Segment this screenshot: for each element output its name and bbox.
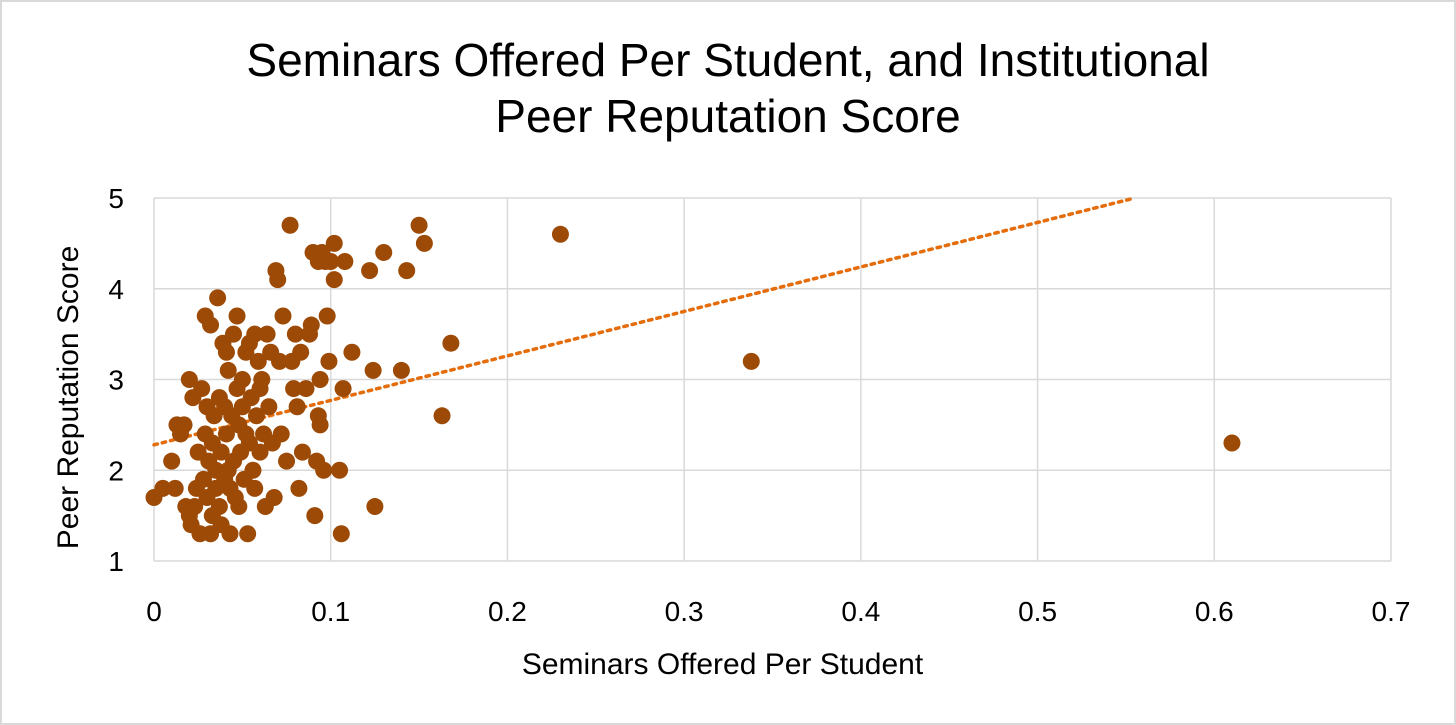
data-point: [293, 443, 311, 461]
x-tick-label: 0: [146, 596, 162, 627]
data-point: [217, 343, 235, 361]
data-point: [286, 325, 304, 343]
data-point: [274, 307, 292, 325]
data-point: [320, 352, 338, 370]
y-tick-label: 2: [108, 455, 124, 486]
data-point: [212, 443, 230, 461]
chart-title: Seminars Offered Per Student, and Instit…: [2, 32, 1454, 144]
y-tick-label: 5: [108, 183, 124, 214]
data-point: [246, 479, 264, 497]
data-point: [322, 253, 340, 271]
data-point: [343, 343, 361, 361]
data-point: [230, 498, 248, 516]
data-point: [285, 380, 303, 398]
data-point: [311, 371, 329, 388]
data-point: [247, 407, 265, 425]
trendline: [152, 196, 1137, 447]
x-axis-ticks: 0 0.1 0.2 0.3 0.4 0.5 0.6 0.7: [146, 596, 1410, 627]
data-point: [281, 216, 299, 234]
y-axis-label: Peer Reputation Score: [52, 246, 85, 550]
x-tick-label: 0.7: [1372, 596, 1411, 627]
data-point: [315, 461, 333, 479]
x-tick-label: 0.2: [488, 596, 527, 627]
data-point: [246, 325, 264, 343]
data-point: [398, 262, 416, 280]
data-point: [361, 262, 379, 280]
y-tick-label: 1: [108, 546, 124, 577]
data-point: [186, 498, 204, 516]
data-point: [415, 234, 433, 252]
data-point: [332, 525, 350, 543]
data-point: [334, 380, 352, 398]
data-point: [336, 253, 354, 271]
data-point: [209, 289, 227, 307]
data-point: [410, 216, 428, 234]
data-point: [180, 371, 198, 388]
x-tick-label: 0.5: [1018, 596, 1057, 627]
data-point: [194, 470, 212, 488]
data-point: [163, 452, 181, 470]
data-point: [249, 352, 267, 370]
x-tick-label: 0.4: [841, 596, 880, 627]
data-point: [265, 488, 283, 506]
data-point: [239, 525, 257, 543]
data-point: [290, 479, 308, 497]
data-point: [297, 380, 315, 398]
data-point: [551, 225, 569, 243]
data-point: [331, 461, 349, 479]
chart-title-line1: Seminars Offered Per Student, and Instit…: [246, 34, 1210, 86]
data-point: [251, 443, 269, 461]
x-axis-label: Seminars Offered Per Student: [522, 648, 924, 681]
data-point: [175, 416, 193, 434]
data-point: [193, 380, 211, 398]
data-point: [210, 498, 228, 516]
data-point: [311, 416, 329, 434]
data-point: [225, 325, 243, 343]
data-point: [217, 425, 235, 443]
data-point: [202, 316, 220, 334]
data-point: [258, 325, 276, 343]
x-tick-label: 0.3: [665, 596, 704, 627]
y-tick-label: 3: [108, 365, 124, 396]
data-point: [269, 271, 287, 289]
data-point: [233, 371, 251, 388]
data-point: [166, 479, 184, 497]
data-point: [154, 479, 172, 497]
data-point: [253, 371, 271, 388]
chart-title-line2: Peer Reputation Score: [495, 90, 961, 142]
data-point: [306, 507, 324, 525]
x-tick-label: 0.1: [311, 596, 350, 627]
data-point: [318, 307, 336, 325]
data-point: [364, 361, 382, 379]
data-point: [278, 452, 296, 470]
data-point: [442, 334, 460, 352]
gridlines: [153, 197, 1392, 562]
trendline-group: [152, 196, 1137, 447]
data-point: [433, 407, 451, 425]
data-point: [1223, 434, 1241, 452]
data-point: [325, 234, 343, 252]
data-point: [325, 271, 343, 289]
data-point: [288, 398, 306, 416]
data-point: [219, 361, 237, 379]
data-point: [221, 525, 239, 543]
data-point: [366, 498, 384, 516]
x-tick-label: 0.6: [1195, 596, 1234, 627]
data-point: [375, 243, 393, 261]
data-point: [270, 352, 288, 370]
data-point: [272, 425, 290, 443]
data-point: [742, 352, 760, 370]
data-point: [292, 343, 310, 361]
data-point: [260, 398, 278, 416]
data-point: [392, 361, 410, 379]
data-point: [228, 307, 246, 325]
y-tick-label: 4: [108, 274, 124, 305]
data-point: [302, 316, 320, 334]
data-points: [145, 216, 1241, 543]
y-axis-ticks: 1 2 3 4 5: [108, 183, 124, 577]
data-point: [244, 461, 262, 479]
